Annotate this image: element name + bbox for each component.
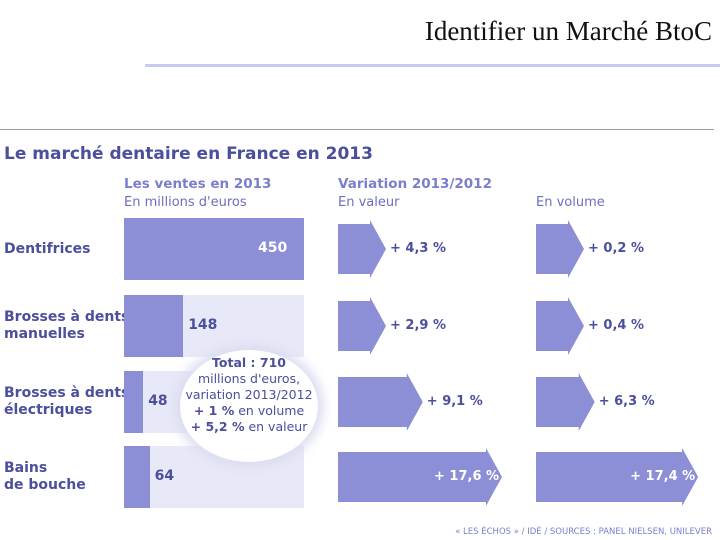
volume-change-brosses-dents-manuelles: + 0,4 %: [588, 318, 644, 333]
value-arrow-brosses-dents-lectriques-shape: [338, 373, 423, 431]
volume-arrow-brosses-dents-lectriques: [536, 373, 595, 431]
value-arrow-bains-de-bouche-shape: [338, 448, 502, 506]
total-line-5: + 5,2 % en valeur: [180, 419, 318, 435]
volume-change-bains-de-bouche: + 17,4 %: [630, 469, 696, 484]
title-underline: [145, 64, 720, 67]
value-change-dentifrices: + 4,3 %: [390, 241, 446, 256]
value-arrow-bains-de-bouche: [338, 448, 502, 506]
total-volume-label: en volume: [234, 403, 305, 418]
row-label-line: Brosses à dents: [4, 309, 130, 325]
row-label-bains-de-bouche: Bains de bouche: [4, 460, 86, 494]
sales-bar-bains-de-bouche: [124, 446, 150, 508]
variation-column-title: Variation 2013/2012: [338, 176, 492, 192]
chart-title: Le marché dentaire en France en 2013: [4, 144, 373, 164]
volume-arrow-dentifrices: [536, 220, 584, 278]
chart-top-rule: [0, 129, 714, 130]
total-line-2: millions d'euros,: [197, 371, 301, 386]
row-label-line: électriques: [4, 402, 93, 418]
row-label-line: de bouche: [4, 477, 86, 493]
value-arrow-dentifrices: [338, 220, 386, 278]
source-note: « LES ÉCHOS » / IDÉ / SOURCES : PANEL NI…: [455, 527, 712, 537]
value-change-brosses-dents-manuelles: + 2,9 %: [390, 318, 446, 333]
total-line-3: variation 2013/2012: [185, 387, 313, 402]
volume-arrow-brosses-dents-lectriques-shape: [536, 373, 595, 431]
value-arrow-brosses-dents-manuelles: [338, 297, 386, 355]
volume-change-dentifrices: + 0,2 %: [588, 241, 644, 256]
total-value-label: en valeur: [244, 419, 308, 434]
volume-subcolumn-label: En volume: [536, 195, 605, 210]
sales-column-subtitle: En millions d'euros: [124, 195, 247, 210]
volume-arrow-bains-de-bouche-shape: [536, 448, 699, 506]
value-change-bains-de-bouche: + 17,6 %: [434, 469, 500, 484]
row-label-brosses-dents-manuelles: Brosses à dents manuelles: [4, 309, 129, 343]
total-line-4: + 1 % en volume: [180, 403, 318, 419]
sales-bar-dentifrices: [124, 218, 304, 280]
volume-arrow-brosses-dents-manuelles-shape: [536, 297, 584, 355]
value-arrow-dentifrices-shape: [338, 220, 386, 278]
total-bubble: Total : 710 millions d'euros, variation …: [180, 350, 318, 462]
sales-value-bains-de-bouche: 64: [154, 468, 175, 484]
value-arrow-brosses-dents-manuelles-shape: [338, 297, 386, 355]
sales-value-dentifrices: 450: [258, 240, 288, 256]
value-subcolumn-label: En valeur: [338, 195, 400, 210]
slide-title: Identifier un Marché BtoC: [424, 16, 712, 46]
row-label-brosses-dents-lectriques: Brosses à dents électriques: [4, 385, 129, 419]
volume-arrow-dentifrices-shape: [536, 220, 584, 278]
row-label-line: Bains: [4, 460, 48, 476]
row-label-line: manuelles: [4, 326, 85, 342]
row-label-line: Brosses à dents: [4, 385, 130, 401]
total-value-value: + 5,2 %: [190, 419, 245, 434]
sales-bar-brosses-dents-lectriques: [124, 371, 144, 433]
total-line-1: Total : 710: [212, 355, 286, 370]
sales-column-title: Les ventes en 2013: [124, 176, 272, 192]
value-arrow-brosses-dents-lectriques: [338, 373, 423, 431]
sales-value-brosses-dents-manuelles: 148: [188, 317, 218, 333]
row-label-line: Dentifrices: [4, 240, 91, 257]
volume-arrow-brosses-dents-manuelles: [536, 297, 584, 355]
total-volume-value: + 1 %: [193, 403, 235, 418]
value-change-brosses-dents-lectriques: + 9,1 %: [426, 394, 483, 409]
row-label-dentifrices: Dentifrices: [4, 241, 91, 258]
sales-value-brosses-dents-lectriques: 48: [148, 393, 168, 409]
volume-arrow-bains-de-bouche: [536, 448, 699, 506]
volume-change-brosses-dents-lectriques: + 6,3 %: [598, 394, 655, 409]
sales-bar-brosses-dents-manuelles: [124, 295, 184, 357]
